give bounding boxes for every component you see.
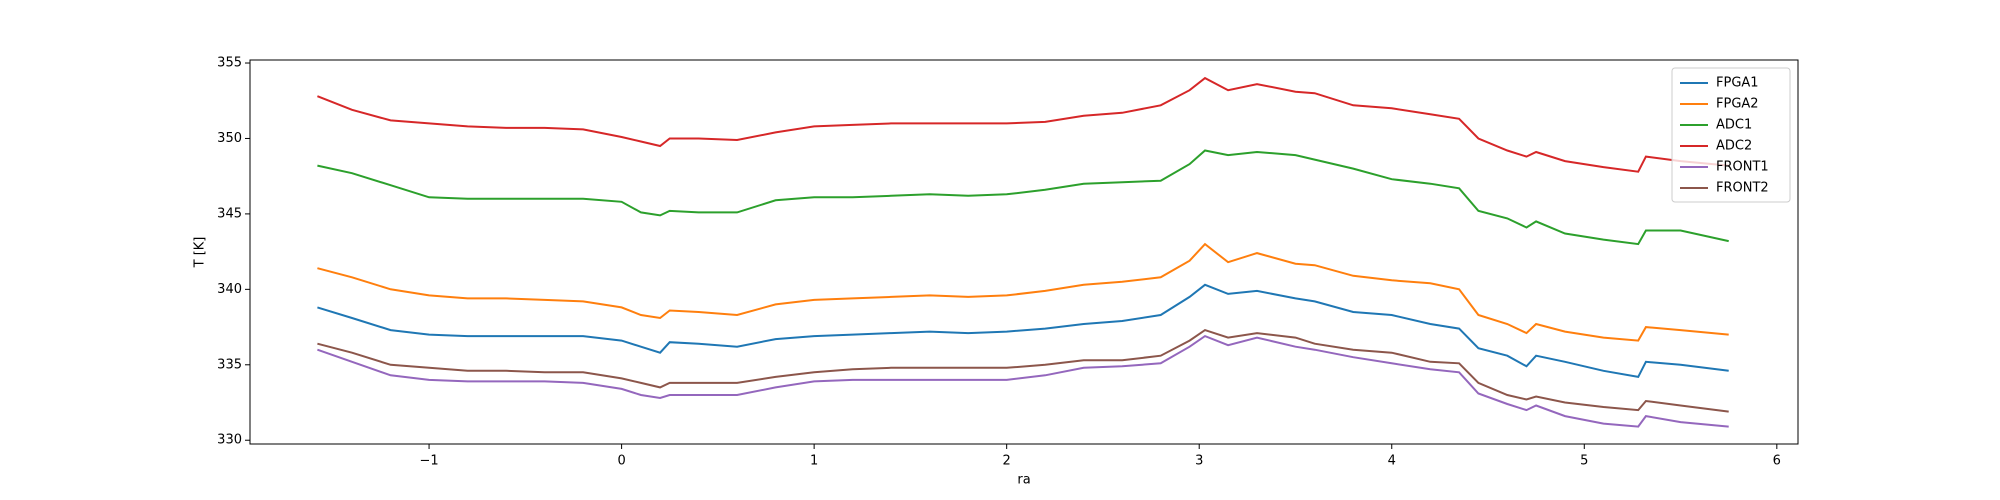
x-tick-label: 2 (1003, 454, 1011, 469)
y-tick-label: 350 (217, 131, 242, 146)
x-axis-label: ra (1017, 473, 1030, 488)
x-tick-label: 0 (617, 454, 625, 469)
legend-label: ADC1 (1716, 118, 1752, 133)
legend-label: FRONT2 (1716, 181, 1769, 196)
data-line (317, 149, 1729, 246)
x-tick-label: −1 (419, 454, 438, 469)
legend-label: FPGA2 (1716, 97, 1759, 112)
plot-frame (249, 59, 1799, 445)
legend-box (1671, 67, 1791, 203)
y-tick-label: 345 (217, 206, 242, 221)
y-axis-label: T [K] (193, 237, 208, 269)
legend-label: FPGA1 (1716, 76, 1759, 91)
y-tick-label: 330 (217, 433, 242, 448)
y-tick-label: 355 (217, 56, 242, 71)
x-tick-label: 3 (1195, 454, 1203, 469)
data-line (317, 76, 1729, 173)
x-tick-label: 6 (1773, 454, 1781, 469)
legend-label: ADC2 (1716, 139, 1752, 154)
data-line (317, 328, 1729, 413)
y-tick-label: 335 (217, 357, 242, 372)
x-tick-label: 1 (810, 454, 818, 469)
x-tick-label: 4 (1388, 454, 1396, 469)
legend-label: FRONT1 (1716, 160, 1769, 175)
data-line (317, 242, 1729, 342)
data-line (317, 334, 1729, 428)
data-line (317, 283, 1729, 379)
y-tick-label: 340 (217, 282, 242, 297)
x-tick-label: 5 (1580, 454, 1588, 469)
